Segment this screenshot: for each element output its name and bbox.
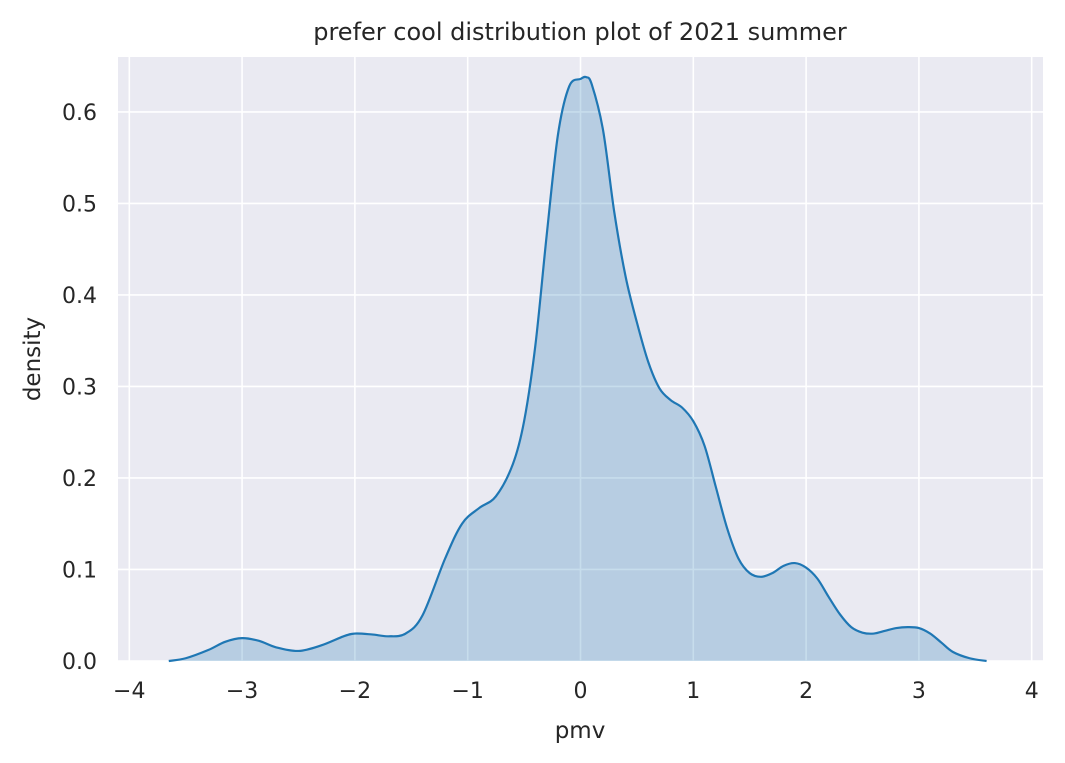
chart-title: prefer cool distribution plot of 2021 su…	[313, 18, 847, 46]
density-area	[168, 76, 987, 661]
y-tick-label: 0.2	[62, 467, 97, 492]
series-layer	[168, 75, 987, 663]
y-axis-label: density	[20, 317, 46, 401]
x-axis: −4 −3 −2 −1 0 1 2 3 4	[113, 679, 1039, 704]
y-axis: 0.0 0.1 0.2 0.3 0.4 0.5 0.6	[62, 101, 97, 675]
y-tick-label: 0.4	[62, 284, 97, 309]
x-tick-label: 3	[912, 679, 926, 704]
grid	[118, 57, 1043, 662]
y-tick-label: 0.6	[62, 101, 97, 126]
x-tick-label: 2	[799, 679, 813, 704]
y-tick-label: 0.0	[62, 650, 97, 675]
x-tick-label: 4	[1025, 679, 1039, 704]
x-tick-label: 0	[574, 679, 588, 704]
x-tick-label: −4	[113, 679, 145, 704]
x-axis-label: pmv	[555, 718, 606, 744]
x-tick-label: −1	[451, 679, 483, 704]
y-tick-label: 0.5	[62, 192, 97, 217]
y-tick-label: 0.3	[62, 375, 97, 400]
density-line	[168, 75, 987, 663]
y-tick-label: 0.1	[62, 558, 97, 583]
x-tick-label: 1	[686, 679, 700, 704]
x-tick-label: −3	[226, 679, 258, 704]
x-tick-label: −2	[339, 679, 371, 704]
